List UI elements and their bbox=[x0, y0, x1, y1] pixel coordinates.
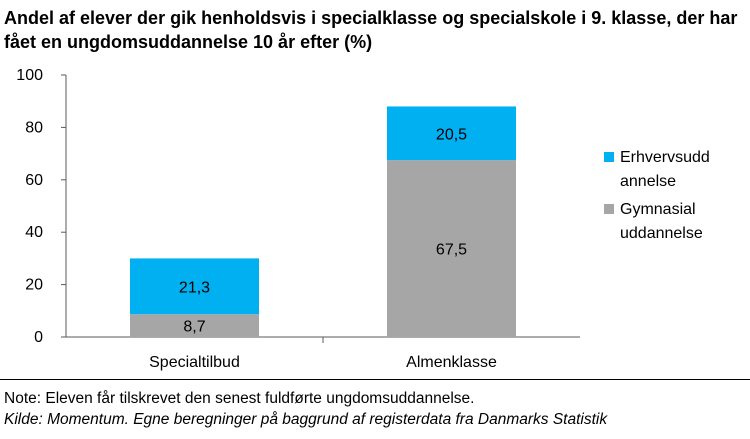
chart-note: Note: Eleven får tilskrevet den senest f… bbox=[4, 390, 475, 407]
divider bbox=[0, 379, 750, 380]
y-tick-label: 100 bbox=[16, 67, 43, 84]
x-tick-label: Almenklasse bbox=[406, 354, 497, 371]
data-label: 21,3 bbox=[179, 279, 210, 296]
data-label: 67,5 bbox=[436, 242, 467, 259]
chart-title: Andel af elever der gik henholdsvis i sp… bbox=[4, 8, 738, 52]
x-tick-label: Specialtilbud bbox=[149, 354, 240, 371]
bar-segment bbox=[130, 314, 259, 337]
y-tick-label: 60 bbox=[25, 172, 43, 189]
y-tick-label: 80 bbox=[25, 119, 43, 136]
legend-label: uddannelse bbox=[620, 225, 703, 242]
y-tick-label: 0 bbox=[34, 329, 43, 346]
legend-label: annelse bbox=[620, 173, 676, 190]
bar-segment bbox=[387, 106, 516, 161]
y-tick-label: 40 bbox=[25, 224, 43, 241]
legend-swatch bbox=[604, 152, 614, 162]
legend-swatch bbox=[604, 204, 614, 214]
chart: 0 20 40 60 80 100 8,7 21,3 Specialtilbud 67,5 20,5… bbox=[16, 67, 710, 371]
bar-segment bbox=[130, 258, 259, 315]
legend-label: Gymnasial bbox=[620, 201, 696, 218]
y-tick-label: 20 bbox=[25, 277, 43, 294]
data-label: 8,7 bbox=[183, 319, 205, 336]
bar-segment bbox=[387, 160, 516, 337]
legend-label: Erhvervsudd bbox=[620, 149, 710, 166]
data-label: 20,5 bbox=[436, 126, 467, 143]
chart-source: Kilde: Momentum. Egne beregninger på bag… bbox=[4, 411, 608, 428]
